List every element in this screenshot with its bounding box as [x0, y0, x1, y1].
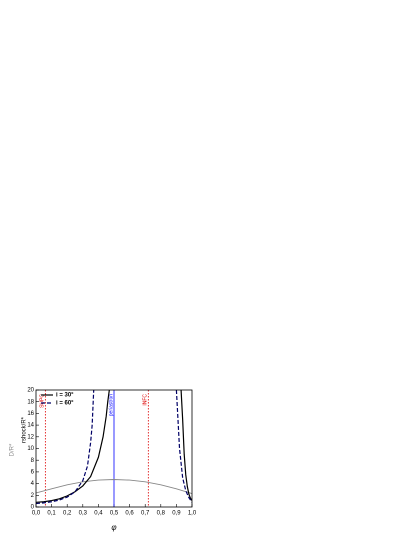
y-tick-label: 18 [27, 399, 34, 405]
y-tick-label: 2 [31, 493, 35, 499]
x-tick-label: 0,5 [110, 511, 119, 517]
y-tick-label: 12 [27, 434, 34, 440]
data-line [36, 390, 192, 503]
x-tick-label: 0,8 [157, 511, 166, 517]
y-tick-label: 14 [27, 423, 34, 429]
x-tick-label: 0,9 [172, 511, 181, 517]
y-tick-label: 4 [31, 481, 35, 487]
y-tick-label: 20 [27, 388, 34, 394]
x-tick-label: 0,4 [94, 511, 103, 517]
x-tick-label: 0,3 [79, 511, 88, 517]
x-axis-label: φ [111, 523, 116, 532]
legend-label: i = 30° [56, 393, 74, 399]
y-tick-label: 0 [31, 505, 35, 511]
x-tick-label: 0,0 [32, 511, 41, 517]
marker-label: SUPC [40, 394, 46, 408]
x-tick-label: 1,0 [188, 511, 197, 517]
y-tick-label: 8 [31, 458, 35, 464]
plot-frame [35, 389, 193, 508]
data-line [36, 390, 192, 505]
y-axis-label: D/R* [10, 443, 16, 456]
y-axis-label: rshock/R* [22, 416, 28, 443]
legend-label: i = 60° [56, 401, 74, 407]
x-tick-label: 0,2 [63, 511, 72, 517]
y-tick-label: 10 [27, 446, 34, 452]
y-tick-label: 6 [31, 469, 35, 475]
y-tick-label: 16 [27, 411, 34, 417]
x-tick-label: 0,7 [141, 511, 150, 517]
marker-label: periastron [108, 394, 114, 416]
distance-line [36, 479, 192, 494]
marker-label: INFC [143, 394, 149, 406]
x-tick-label: 0,1 [47, 511, 56, 517]
x-tick-label: 0,6 [125, 511, 134, 517]
